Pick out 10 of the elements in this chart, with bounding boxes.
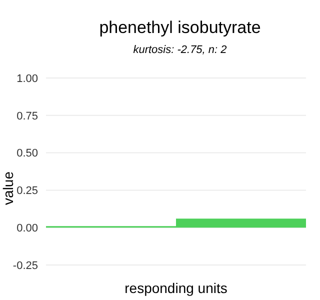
chart-subtitle: kurtosis: -2.75, n: 2 xyxy=(132,43,228,58)
x-axis-title: responding units xyxy=(124,280,228,296)
y-tick-label: 0.00 xyxy=(16,222,38,235)
y-tick-label: 1.00 xyxy=(16,72,38,85)
chart-title: phenethyl isobutyrate xyxy=(98,17,262,38)
y-tick-label: 0.25 xyxy=(16,185,38,198)
y-tick-label: 0.50 xyxy=(16,148,38,160)
y-axis-title: value xyxy=(0,171,16,205)
y-tick-label: 0.75 xyxy=(16,110,38,122)
y-tick-label: -0.25 xyxy=(12,260,38,272)
